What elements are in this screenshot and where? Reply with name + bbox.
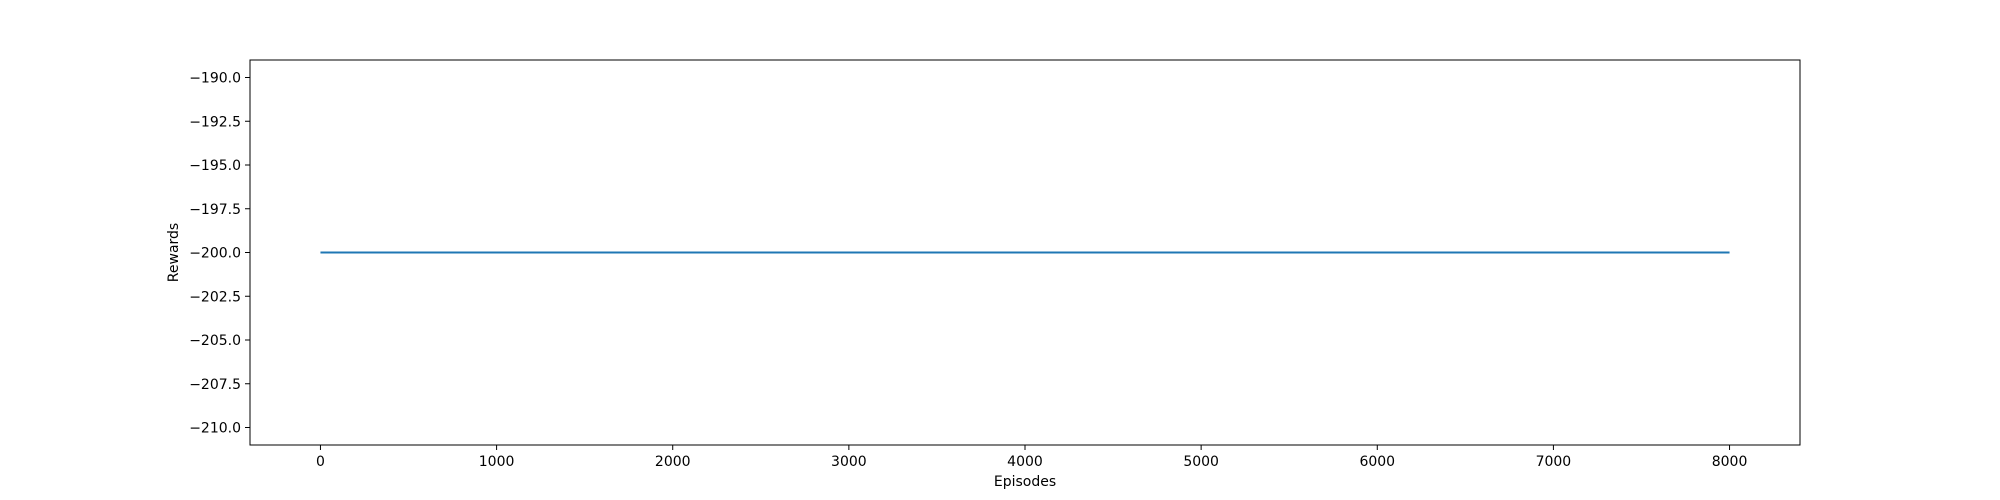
plot-frame	[249, 59, 1801, 446]
x-tick-label: 7000	[1536, 454, 1572, 470]
y-tick-label: −207.5	[189, 377, 241, 393]
x-tick-label: 6000	[1359, 454, 1395, 470]
y-tick-label: −197.5	[189, 202, 241, 218]
x-tick-label: 2000	[655, 454, 691, 470]
x-tick-label: 8000	[1712, 454, 1748, 470]
y-tick-label: −210.0	[189, 421, 241, 437]
x-tick-label: 4000	[1007, 454, 1043, 470]
y-tick-label: −195.0	[189, 158, 241, 174]
x-tick-label: 0	[316, 454, 325, 470]
y-tick-label: −190.0	[189, 71, 241, 87]
x-tick-label: 1000	[479, 454, 515, 470]
y-axis-label: Rewards	[166, 223, 182, 282]
x-axis-label: Episodes	[994, 474, 1056, 490]
x-tick-label: 3000	[831, 454, 867, 470]
y-axis-ticks: −190.0 −192.5 −195.0 −197.5 −200.0 −202.5 −205…	[189, 71, 250, 437]
y-tick-label: −200.0	[189, 246, 241, 262]
y-tick-label: −192.5	[189, 114, 241, 130]
y-tick-label: −205.0	[189, 333, 241, 349]
x-axis-ticks: 0 1000 2000 3000 4000 5000 6000 7000 8000	[316, 445, 1747, 470]
x-tick-label: 5000	[1183, 454, 1219, 470]
y-tick-label: −202.5	[189, 289, 241, 305]
